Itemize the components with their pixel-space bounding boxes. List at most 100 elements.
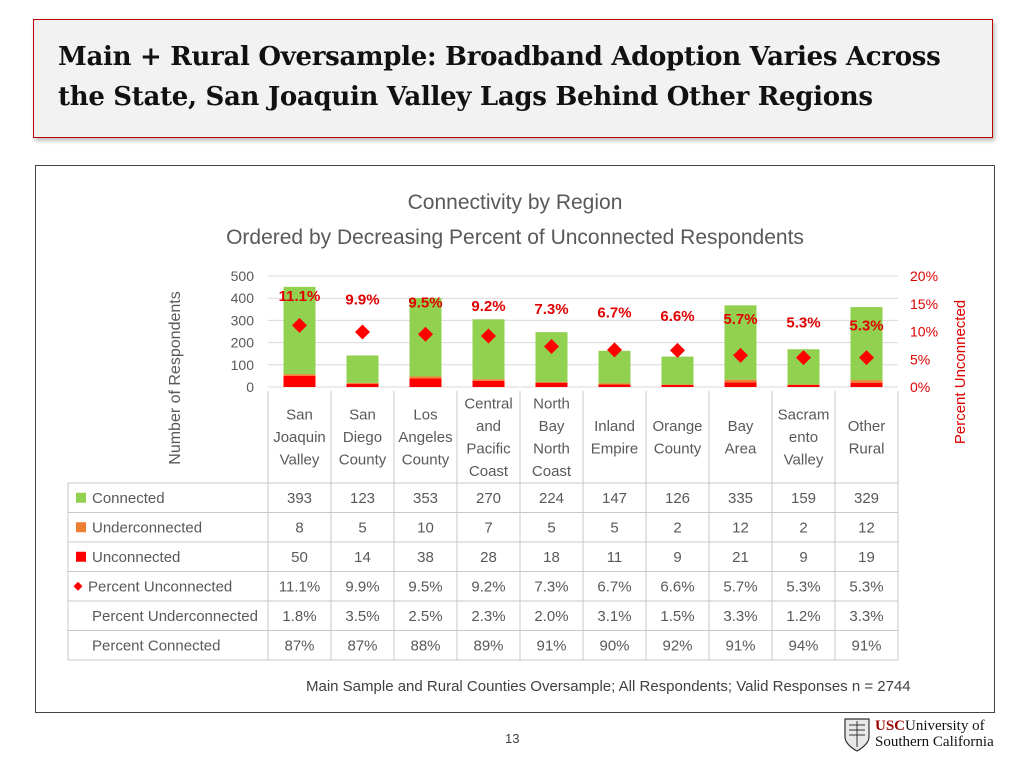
category-label: Pacific (466, 440, 511, 457)
table-cell: 9 (673, 549, 681, 566)
table-cell: 3.5% (345, 608, 379, 625)
percent-unconnected-marker (292, 317, 307, 333)
table-cell: 353 (413, 490, 438, 507)
legend-swatch-unconnected (76, 551, 86, 562)
slide-title: Main + Rural Oversample: Broadband Adopt… (58, 42, 941, 112)
connectivity-chart: Connectivity by Region Ordered by Decreas… (67, 191, 969, 661)
bar-unconnected (598, 384, 631, 387)
table-cell: 89% (473, 637, 503, 654)
table-row-label: Percent Connected (92, 637, 220, 654)
category-label: Valley (280, 452, 320, 469)
bar-underconnected (472, 379, 505, 381)
bar-unconnected (724, 382, 757, 387)
logo-line2: Southern California (875, 734, 994, 750)
percent-unconnected-marker (544, 338, 559, 354)
table-cell: 94% (788, 637, 818, 654)
percent-data-label: 5.3% (786, 314, 820, 331)
table-row-label: Underconnected (92, 519, 202, 536)
category-label: Sacram (778, 407, 830, 424)
table-cell: 28 (480, 549, 497, 566)
category-label: County (402, 452, 450, 469)
bar-connected (850, 307, 883, 381)
table-cell: 5 (610, 519, 618, 536)
table-cell: 19 (858, 549, 875, 566)
category-label: San (349, 407, 376, 424)
title-box: Main + Rural Oversample: Broadband Adopt… (33, 19, 993, 138)
table-cell: 18 (543, 549, 560, 566)
table-cell: 6.7% (597, 578, 631, 595)
y-tick-label: 200 (231, 335, 255, 351)
page-number: 13 (505, 731, 520, 746)
table-cell: 270 (476, 490, 501, 507)
bar-unconnected (283, 375, 316, 387)
usc-logo: USCUniversity of Southern California (843, 717, 994, 755)
table-cell: 1.8% (282, 608, 316, 625)
percent-unconnected-marker (670, 342, 685, 358)
table-cell: 126 (665, 490, 690, 507)
category-label: Angeles (398, 429, 452, 446)
y2-tick-label: 0% (910, 379, 930, 395)
table-cell: 224 (539, 490, 564, 507)
table-cell: 5 (358, 519, 366, 536)
y-tick-label: 500 (231, 268, 255, 284)
legend-swatch-connected (76, 492, 86, 503)
y-axis-label: Number of Respondents (167, 291, 184, 464)
table-cell: 2.3% (471, 608, 505, 625)
table-cell: 14 (354, 549, 371, 566)
bar-unconnected (346, 383, 379, 387)
category-label: Central (464, 395, 512, 412)
table-cell: 3.1% (597, 608, 631, 625)
table-cell: 9.2% (471, 578, 505, 595)
table-cell: 11.1% (279, 578, 320, 595)
table-cell: 88% (410, 637, 440, 654)
y2-tick-label: 5% (910, 351, 930, 367)
chart-title: Connectivity by Region (408, 191, 623, 214)
category-label: Bay (539, 418, 565, 435)
category-label: County (339, 452, 387, 469)
table-cell: 92% (662, 637, 692, 654)
bar-unconnected (409, 378, 442, 387)
y-tick-label: 100 (231, 357, 255, 373)
table-cell: 87% (284, 637, 314, 654)
bar-underconnected (409, 376, 442, 379)
table-cell: 7 (484, 519, 492, 536)
table-cell: 91% (851, 637, 881, 654)
table-cell: 91% (725, 637, 755, 654)
bar-unconnected (661, 385, 694, 387)
category-label: ento (789, 429, 818, 446)
percent-unconnected-marker (418, 326, 433, 342)
y-tick-label: 0 (246, 379, 254, 395)
y2-tick-label: 15% (910, 296, 938, 312)
bar-underconnected (850, 380, 883, 383)
bar-unconnected (535, 383, 568, 387)
bar-connected (661, 356, 694, 385)
category-label: Empire (591, 440, 639, 457)
chart-subtitle: Ordered by Decreasing Percent of Unconne… (226, 226, 804, 249)
legend-swatch-underconnected (76, 522, 86, 533)
table-cell: 1.2% (786, 608, 820, 625)
usc-seal-icon (844, 718, 870, 752)
table-cell: 5 (547, 519, 555, 536)
logo-text: USCUniversity of Southern California (875, 718, 994, 750)
category-label: Diego (343, 429, 382, 446)
category-label: San (286, 407, 313, 424)
category-label: Rural (849, 440, 885, 457)
bar-underconnected (598, 383, 631, 385)
table-row-label: Percent Unconnected (88, 578, 232, 595)
bar-unconnected (850, 382, 883, 387)
table-cell: 90% (599, 637, 629, 654)
percent-data-label: 11.1% (279, 288, 321, 305)
percent-unconnected-marker (607, 342, 622, 358)
table-cell: 9.5% (408, 578, 442, 595)
table-cell: 3.3% (723, 608, 757, 625)
table-cell: 9.9% (345, 578, 379, 595)
percent-data-label: 6.6% (660, 308, 694, 325)
chart-footnote: Main Sample and Rural Counties Oversampl… (306, 678, 911, 695)
logo-line1: University of (905, 718, 985, 734)
table-cell: 12 (858, 519, 875, 536)
bar-underconnected (724, 379, 757, 383)
logo-usc: USC (875, 718, 906, 734)
table-cell: 335 (728, 490, 753, 507)
percent-unconnected-marker (796, 350, 811, 366)
table-cell: 2 (673, 519, 681, 536)
